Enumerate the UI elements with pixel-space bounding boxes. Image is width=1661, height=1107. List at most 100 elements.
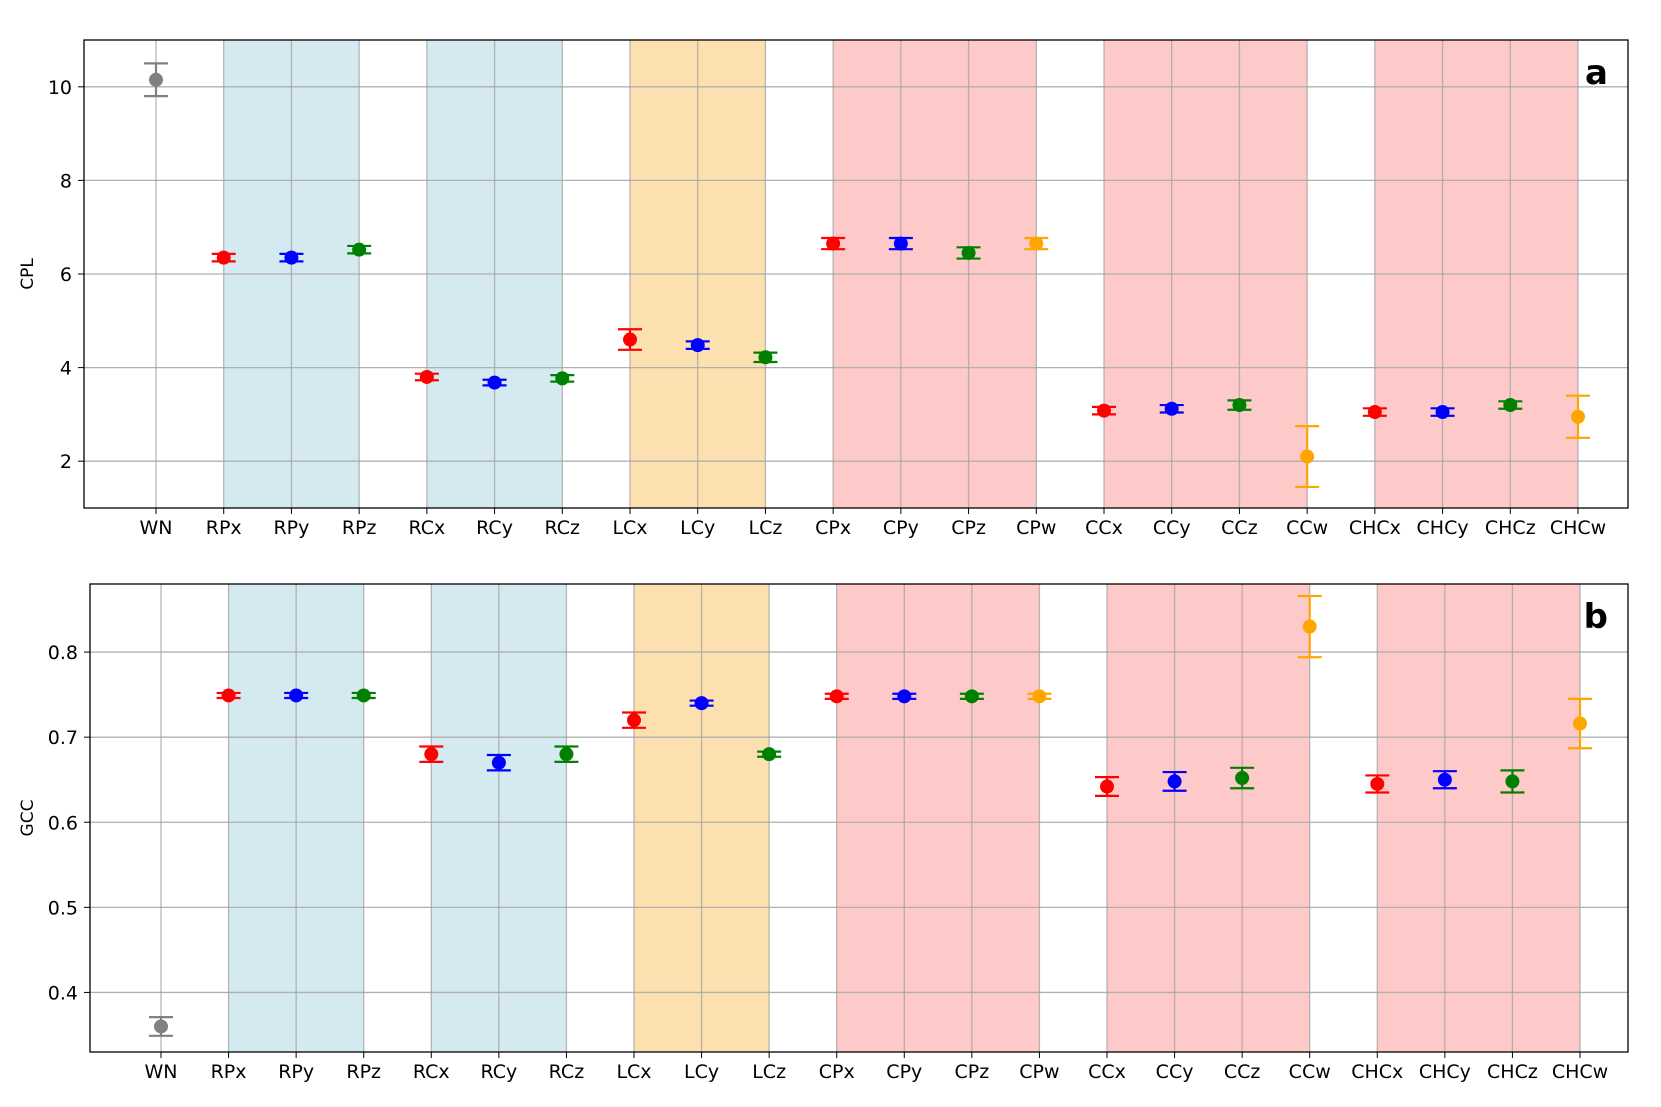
panel-a-ytick-label: 4: [60, 358, 72, 380]
panel-a-frame: [83, 39, 1629, 509]
panel-b-band-3: [836, 584, 1040, 1052]
panel-b-chart: 0.4 0.5 0.6 0.7 0.8 WN RPx RPy RPz RCx RCy RCz LCx LC…: [18, 583, 1629, 1083]
panel-b-xtick-label-cpy: CPy: [886, 1061, 922, 1083]
panel-b-xtick-label-ccw: CCw: [1289, 1061, 1331, 1083]
panel-a-ytick-label: 8: [60, 170, 72, 192]
panel-b-point-cpz: [964, 689, 979, 704]
panel-b-xtick-label-rpx: RPx: [211, 1061, 247, 1083]
panel-a-ytick-label: 2: [60, 451, 72, 473]
panel-b-xtick-label-cpz: CPz: [955, 1061, 990, 1083]
panel-a-point-ccw: [1300, 449, 1315, 464]
panel-b-xtick-label-chcz: CHCz: [1487, 1061, 1538, 1083]
panel-a-point-rcz: [555, 371, 570, 386]
panel-b-xtick-label-ccx: CCx: [1088, 1061, 1126, 1083]
panel-b-xtick-label-ccz: CCz: [1224, 1061, 1261, 1083]
panel-b-tag: b: [1584, 597, 1608, 637]
panel-a-point-ccx: [1097, 403, 1111, 418]
panel-b-point-rpz: [356, 688, 371, 703]
panel-b-band-5: [1377, 584, 1580, 1052]
panel-b-xtick-label-lcy: LCy: [684, 1061, 719, 1083]
panel-a-ytick-label: 6: [60, 264, 72, 286]
panel-b-point-cpx: [829, 689, 844, 704]
panel-a-xtick-label-ccx: CCx: [1085, 517, 1123, 539]
panel-b-xtick-label-rpz: RPz: [346, 1061, 381, 1083]
panel-b-xtick-label-chcx: CHCx: [1351, 1061, 1403, 1083]
panel-b-xtick-label-wn: WN: [145, 1061, 178, 1083]
panel-a-chart: 2 4 6 8 10 WN RPx RPy RPz RCx RCy RCz LCx LCy LCz CPx CP…: [18, 39, 1629, 539]
panel-b-point-rpx: [221, 688, 236, 703]
panel-b-point-ccw: [1302, 619, 1317, 634]
panel-b-point-rcy: [491, 755, 506, 770]
panel-a-ylabel: CPL: [18, 258, 38, 290]
panel-b-xtick-label-cpw: CPw: [1019, 1061, 1059, 1083]
panel-a-xtick-label-rcy: RCy: [476, 517, 513, 539]
panel-a-xtick-label-wn: WN: [140, 517, 173, 539]
panel-a-point-rpy: [284, 250, 299, 265]
panel-b-xtick-label-ccy: CCy: [1156, 1061, 1194, 1083]
panel-a-xtick-label-ccz: CCz: [1221, 517, 1258, 539]
panel-a-point-rcx: [419, 369, 434, 384]
panel-b-xtick-label-rcz: RCz: [549, 1061, 585, 1083]
panel-a-point-chcw: [1571, 409, 1585, 424]
panel-b-xtick-label-lcx: LCx: [616, 1061, 651, 1083]
panel-b-point-rcz: [559, 747, 574, 762]
panel-a-xtick-label-chcw: CHCw: [1550, 517, 1606, 539]
panel-b-point-wn: [154, 1019, 168, 1034]
panel-a-xtick-label-chcy: CHCy: [1417, 517, 1469, 539]
panel-a-xtick-label-chcx: CHCx: [1349, 517, 1401, 539]
panel-a-point-rpz: [352, 242, 367, 257]
panel-b-ytick-label: 0.4: [48, 982, 78, 1004]
panel-b-xtick-label-rcx: RCx: [413, 1061, 450, 1083]
panel-b-ylabel: GCC: [18, 800, 38, 837]
panel-a-point-cpx: [826, 236, 841, 251]
panel-a-point-lcx: [623, 332, 637, 347]
panel-b-point-ccy: [1167, 774, 1182, 789]
panel-a-point-chcy: [1435, 405, 1450, 420]
panel-a-ytick-label: 10: [48, 77, 72, 99]
panel-b-point-ccz: [1235, 771, 1250, 786]
panel-a-point-lcy: [690, 338, 705, 353]
panel-b-point-cpy: [897, 689, 912, 704]
panel-b-ytick-label: 0.7: [48, 727, 78, 749]
panel-a-xtick-label-lcz: LCz: [749, 517, 783, 539]
panel-b-point-ccx: [1100, 779, 1114, 794]
panel-b-ytick-label: 0.8: [48, 642, 78, 664]
panel-b-xtick-label-cpx: CPx: [819, 1061, 855, 1083]
panel-a-point-chcz: [1503, 398, 1518, 413]
panel-b-xtick-label-chcy: CHCy: [1419, 1061, 1471, 1083]
panel-a-xtick-label-rcz: RCz: [545, 517, 581, 539]
panel-b-xtick-label-lcz: LCz: [752, 1061, 786, 1083]
panel-b-ytick-label: 0.5: [48, 897, 78, 919]
panel-a-xtick-label-cpy: CPy: [883, 517, 919, 539]
panel-a-point-ccz: [1232, 398, 1247, 413]
panel-a-point-lcz: [758, 350, 773, 365]
panel-a-xtick-label-rpx: RPx: [206, 517, 242, 539]
panel-b-point-lcy: [694, 696, 709, 711]
panel-a-xtick-label-lcx: LCx: [612, 517, 647, 539]
panel-a-point-rcy: [487, 375, 502, 390]
panel-a-point-chcx: [1367, 405, 1382, 420]
panel-a-point-wn: [149, 72, 163, 87]
panel-b-point-chcz: [1505, 774, 1520, 789]
panel-b-point-cpw: [1032, 689, 1047, 704]
panel-a-xtick-label-lcy: LCy: [680, 517, 715, 539]
panel-a-xtick-label-rpz: RPz: [342, 517, 377, 539]
panel-a-xtick-label-cpw: CPw: [1016, 517, 1056, 539]
panel-a-xtick-label-cpx: CPx: [815, 517, 851, 539]
panel-b-point-rpy: [289, 688, 304, 703]
panel-b-xtick-label-chcw: CHCw: [1552, 1061, 1608, 1083]
panel-b-xtick-label-rcy: RCy: [480, 1061, 517, 1083]
panel-a-xtick-label-rpy: RPy: [273, 517, 309, 539]
panel-a-xtick-label-chcz: CHCz: [1485, 517, 1536, 539]
panel-b-ytick-label: 0.6: [48, 812, 78, 834]
panel-a-point-ccy: [1164, 401, 1179, 416]
panel-b-band-4: [1107, 584, 1310, 1052]
panel-a-xtick-label-rcx: RCx: [408, 517, 445, 539]
panel-b-point-chcx: [1370, 776, 1385, 791]
panel-b-frame: [89, 583, 1629, 1053]
panel-b-xtick-label-rpy: RPy: [278, 1061, 314, 1083]
panel-a-tag: a: [1585, 53, 1608, 93]
panel-a-point-cpz: [961, 245, 976, 260]
panel-b-point-lcz: [762, 747, 777, 762]
